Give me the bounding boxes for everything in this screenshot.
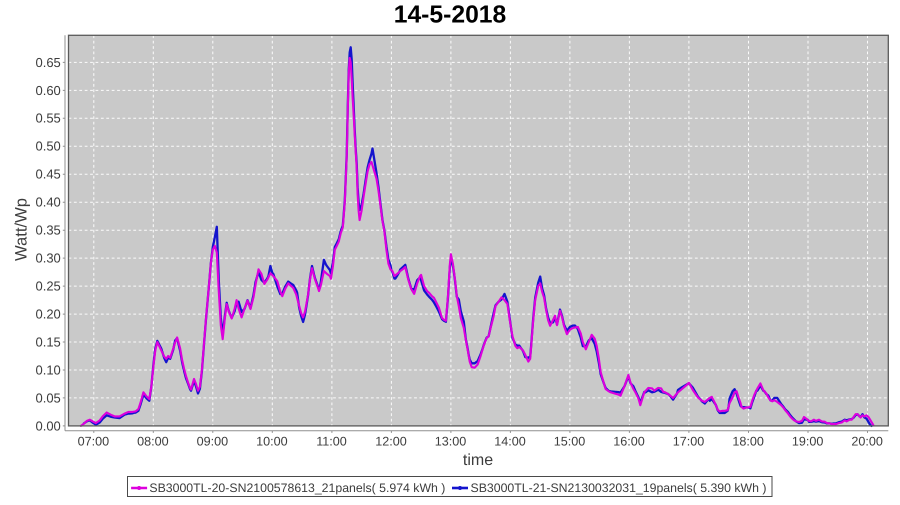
svg-text:0.00: 0.00: [35, 418, 60, 433]
svg-text:0.60: 0.60: [35, 83, 60, 98]
svg-text:14-5-2018: 14-5-2018: [394, 1, 507, 28]
svg-text:0.15: 0.15: [35, 334, 60, 349]
svg-text:08:00: 08:00: [137, 435, 169, 449]
svg-text:09:00: 09:00: [197, 435, 229, 449]
svg-text:20:00: 20:00: [851, 435, 883, 449]
svg-text:0.50: 0.50: [35, 139, 60, 154]
svg-text:07:00: 07:00: [78, 435, 110, 449]
svg-text:SB3000TL-20-SN2100578613_21pan: SB3000TL-20-SN2100578613_21panels( 5.974…: [149, 481, 445, 495]
svg-text:0.55: 0.55: [35, 111, 60, 126]
svg-text:18:00: 18:00: [732, 435, 764, 449]
svg-text:14:00: 14:00: [494, 435, 526, 449]
svg-text:16:00: 16:00: [613, 435, 645, 449]
svg-text:Watt/Wp: Watt/Wp: [11, 198, 30, 261]
svg-text:0.45: 0.45: [35, 167, 60, 182]
svg-text:0.10: 0.10: [35, 362, 60, 377]
svg-text:15:00: 15:00: [554, 435, 586, 449]
svg-text:0.40: 0.40: [35, 195, 60, 210]
svg-text:19:00: 19:00: [792, 435, 824, 449]
svg-text:0.05: 0.05: [35, 390, 60, 405]
svg-text:SB3000TL-21-SN2130032031_19pan: SB3000TL-21-SN2130032031_19panels( 5.390…: [471, 481, 767, 495]
svg-text:0.25: 0.25: [35, 279, 60, 294]
svg-text:0.35: 0.35: [35, 223, 60, 238]
svg-text:0.30: 0.30: [35, 251, 60, 266]
svg-text:0.20: 0.20: [35, 307, 60, 322]
svg-text:0.65: 0.65: [35, 55, 60, 70]
svg-text:13:00: 13:00: [435, 435, 467, 449]
svg-text:12:00: 12:00: [375, 435, 407, 449]
svg-text:17:00: 17:00: [673, 435, 705, 449]
svg-text:10:00: 10:00: [256, 435, 288, 449]
svg-text:time: time: [463, 452, 493, 469]
svg-text:11:00: 11:00: [316, 435, 347, 449]
